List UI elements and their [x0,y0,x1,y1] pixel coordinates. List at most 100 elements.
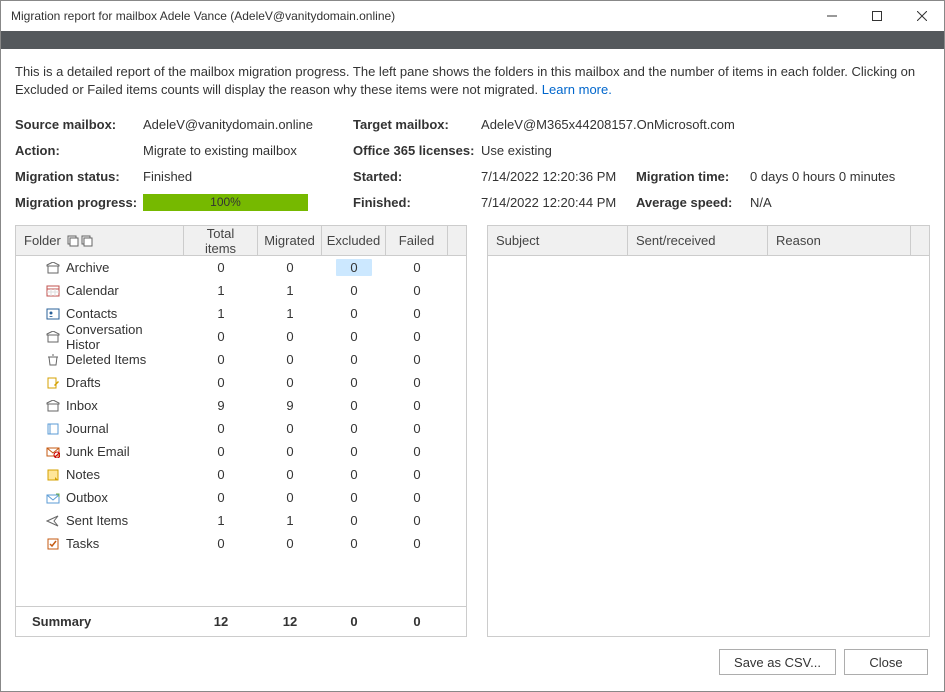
failed-cell[interactable]: 0 [386,467,448,482]
failed-cell[interactable]: 0 [386,306,448,321]
close-button[interactable]: Close [844,649,928,675]
info-column-left: Source mailbox: AdeleV@vanitydomain.onli… [15,113,313,213]
folder-name: Notes [66,467,100,482]
save-csv-button[interactable]: Save as CSV... [719,649,836,675]
total-cell: 0 [184,444,258,459]
table-row[interactable]: Notes0000 [16,463,466,486]
excluded-header[interactable]: Excluded [322,226,386,255]
migrated-cell: 1 [258,283,322,298]
folder-name: Calendar [66,283,119,298]
folders-body[interactable]: Archive0000Calendar1100Contacts1100Conve… [16,256,466,606]
folder-name: Journal [66,421,109,436]
failed-cell[interactable]: 0 [386,283,448,298]
excluded-cell[interactable]: 0 [322,513,386,528]
excluded-cell[interactable]: 0 [322,352,386,367]
migrated-header[interactable]: Migrated [258,226,322,255]
failed-cell[interactable]: 0 [386,444,448,459]
contacts-icon [46,308,60,320]
maximize-icon [872,11,882,21]
table-row[interactable]: Journal0000 [16,417,466,440]
started-value: 7/14/2022 12:20:36 PM [481,169,636,184]
folder-cell: Junk Email [16,444,184,459]
expand-collapse-icons[interactable] [67,235,93,247]
total-cell: 0 [184,260,258,275]
details-header: Subject Sent/received Reason [488,226,929,256]
minimize-button[interactable] [809,1,854,31]
migrated-cell: 0 [258,329,322,344]
table-row[interactable]: Conversation Histor0000 [16,325,466,348]
failed-cell[interactable]: 0 [386,421,448,436]
table-row[interactable]: Inbox9900 [16,394,466,417]
folders-summary: Summary 12 12 0 0 [16,606,466,636]
excluded-cell[interactable]: 0 [322,260,386,275]
failed-header[interactable]: Failed [386,226,448,255]
table-row[interactable]: Deleted Items0000 [16,348,466,371]
excluded-cell[interactable]: 0 [322,329,386,344]
excluded-cell[interactable]: 0 [322,398,386,413]
failed-cell[interactable]: 0 [386,375,448,390]
table-row[interactable]: Drafts0000 [16,371,466,394]
reason-header[interactable]: Reason [768,226,911,255]
table-row[interactable]: Tasks0000 [16,532,466,555]
inbox-icon [46,400,60,412]
excluded-cell[interactable]: 0 [322,467,386,482]
folder-name: Archive [66,260,109,275]
table-row[interactable]: Sent Items1100 [16,509,466,532]
excluded-cell[interactable]: 0 [322,490,386,505]
migration-report-window: Migration report for mailbox Adele Vance… [0,0,945,692]
failed-cell[interactable]: 0 [386,260,448,275]
folder-cell: Tasks [16,536,184,551]
total-cell: 0 [184,352,258,367]
total-header[interactable]: Total items [184,226,258,255]
folder-cell: Sent Items [16,513,184,528]
table-row[interactable]: Archive0000 [16,256,466,279]
subject-header[interactable]: Subject [488,226,628,255]
migration-time-label: Migration time: [636,169,750,184]
average-speed-label: Average speed: [636,195,750,210]
total-cell: 1 [184,283,258,298]
folder-cell: Archive [16,260,184,275]
table-row[interactable]: Outbox0000 [16,486,466,509]
table-row[interactable]: Junk Email0000 [16,440,466,463]
migration-status-value: Finished [143,169,192,184]
failed-cell[interactable]: 0 [386,490,448,505]
folder-cell: Deleted Items [16,352,184,367]
summary-excluded: 0 [322,614,386,629]
excluded-cell[interactable]: 0 [322,375,386,390]
source-mailbox-value: AdeleV@vanitydomain.online [143,117,313,132]
progress-bar: 100% [143,194,308,211]
table-row[interactable]: Calendar1100 [16,279,466,302]
folder-name: Junk Email [66,444,130,459]
excluded-cell[interactable]: 0 [322,536,386,551]
folder-name: Sent Items [66,513,128,528]
migration-status-label: Migration status: [15,169,143,184]
excluded-cell[interactable]: 0 [322,421,386,436]
folders-header: Folder Total items Migrated Excluded Fai… [16,226,466,256]
failed-cell[interactable]: 0 [386,329,448,344]
target-mailbox-label: Target mailbox: [353,117,481,132]
failed-cell[interactable]: 0 [386,398,448,413]
notes-icon [46,469,60,481]
folder-name: Deleted Items [66,352,146,367]
learn-more-link[interactable]: Learn more. [542,82,612,97]
excluded-cell[interactable]: 0 [322,283,386,298]
close-window-button[interactable] [899,1,944,31]
journal-icon [46,423,60,435]
failed-cell[interactable]: 0 [386,352,448,367]
finished-value: 7/14/2022 12:20:44 PM [481,195,636,210]
folder-header[interactable]: Folder [16,226,184,255]
total-cell: 0 [184,375,258,390]
migrated-cell: 0 [258,352,322,367]
drafts-icon [46,377,60,389]
excluded-cell[interactable]: 0 [322,444,386,459]
average-speed-value: N/A [750,195,772,210]
sent-header[interactable]: Sent/received [628,226,768,255]
progress-value: 100% [210,195,241,209]
failed-cell[interactable]: 0 [386,513,448,528]
description-text: This is a detailed report of the mailbox… [15,63,930,99]
excluded-cell[interactable]: 0 [322,306,386,321]
maximize-button[interactable] [854,1,899,31]
info-grid: Source mailbox: AdeleV@vanitydomain.onli… [15,113,930,213]
failed-cell[interactable]: 0 [386,536,448,551]
target-mailbox-value: AdeleV@M365x44208157.OnMicrosoft.com [481,117,735,132]
